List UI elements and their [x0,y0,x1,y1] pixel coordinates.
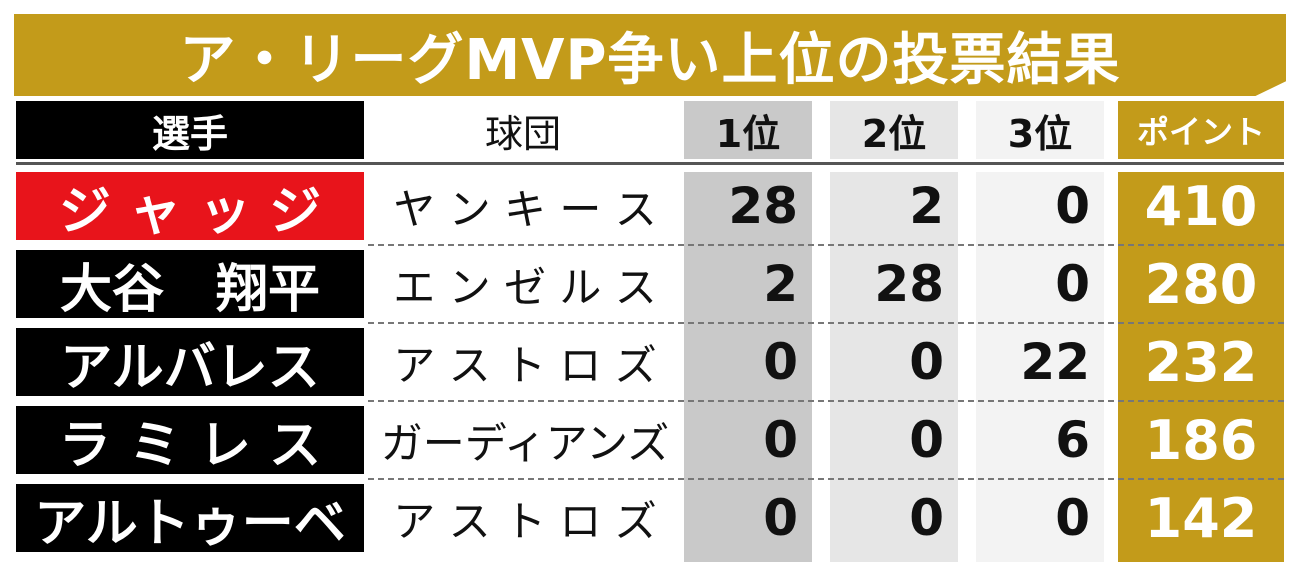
player-name: ジ ャ ッ ジ [16,172,364,240]
points-value: 186 [1144,408,1258,472]
row-divider [368,322,1284,324]
first-place-votes: 2 [763,255,798,313]
third-place-votes: 22 [1020,333,1090,391]
header-team: 球団 [484,111,561,156]
header-player: 選手 [16,101,364,159]
player-name: 大谷 翔平 [16,250,364,318]
second-place-column-bg [830,172,958,562]
points-value: 232 [1144,330,1258,394]
team-name: ガーディアンズ [380,418,670,468]
second-place-votes: 28 [874,255,944,313]
third-place-votes: 0 [1055,489,1090,547]
points-value: 142 [1144,486,1258,550]
row-divider [368,400,1284,402]
team-name: ヤ ン キ ー ス [393,184,657,234]
first-place-votes: 28 [728,177,798,235]
first-place-votes: 0 [763,333,798,391]
second-place-votes: 0 [909,333,944,391]
header-points: ポイント [1118,101,1284,159]
row-divider [368,244,1284,246]
team-name: エ ン ゼ ル ス [393,262,657,312]
third-place-votes: 6 [1055,411,1090,469]
points-value: 410 [1144,174,1258,238]
player-name: アルバレス [16,328,364,396]
header-second-place: 2位 [830,101,958,159]
points-column-bg [1118,172,1284,562]
chart-title: ア・リーグMVP争い上位の投票結果 [179,27,1121,93]
second-place-votes: 0 [909,489,944,547]
player-name: アルトゥーベ [16,484,364,552]
third-place-votes: 0 [1055,255,1090,313]
first-place-column-bg [684,172,812,562]
team-name: ア ス ト ロ ズ [393,496,657,546]
player-name: ラ ミ レ ス [16,406,364,474]
second-place-votes: 2 [909,177,944,235]
header-first-place: 1位 [684,101,812,159]
third-place-votes: 0 [1055,177,1090,235]
header-third-place: 3位 [976,101,1104,159]
title-banner: ア・リーグMVP争い上位の投票結果 [14,14,1286,96]
row-divider [368,478,1284,480]
first-place-votes: 0 [763,489,798,547]
second-place-votes: 0 [909,411,944,469]
points-value: 280 [1144,252,1258,316]
team-name: ア ス ト ロ ズ [393,340,657,390]
third-place-column-bg [976,172,1104,562]
header-divider [16,162,1284,165]
first-place-votes: 0 [763,411,798,469]
